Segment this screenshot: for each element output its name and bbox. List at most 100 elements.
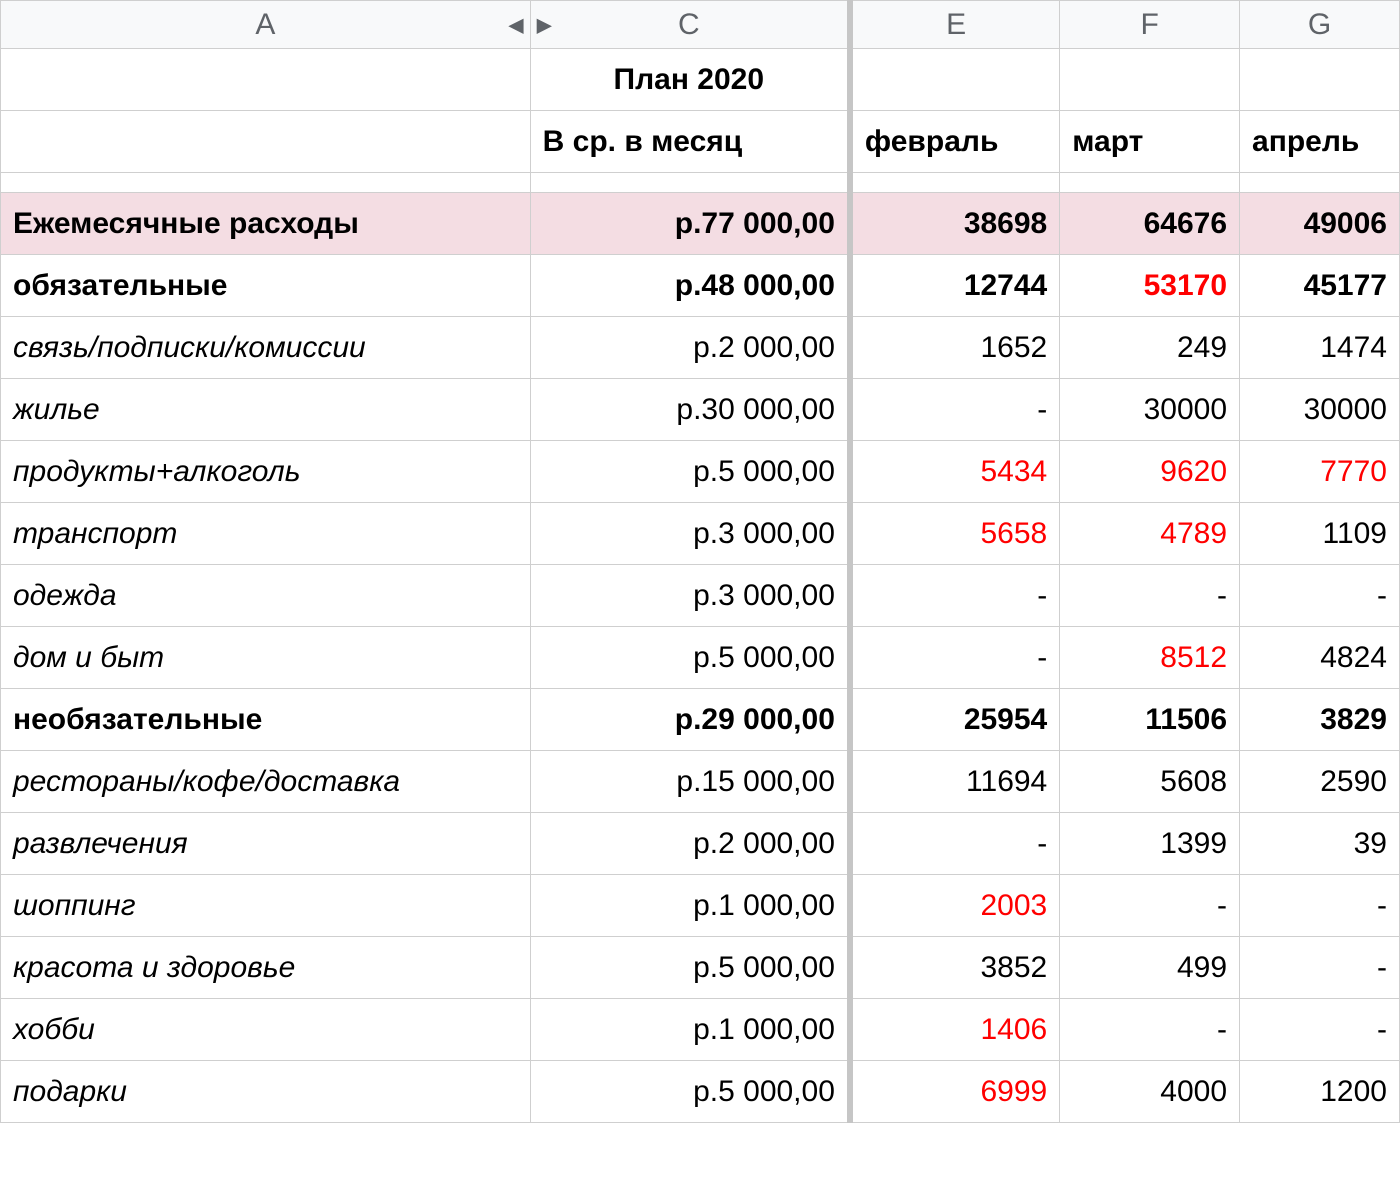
cell[interactable]: красота и здоровье [1, 937, 531, 999]
cell[interactable]: связь/подписки/комиссии [1, 317, 531, 379]
spreadsheet-grid[interactable]: A ◀ ▶ C E F G План 2020 В ср. в месяц фе… [0, 0, 1400, 1123]
cell[interactable]: р.5 000,00 [530, 937, 850, 999]
cell[interactable]: 3852 [850, 937, 1060, 999]
cell[interactable]: апрель [1240, 111, 1400, 173]
collapse-right-icon[interactable]: ▶ [537, 12, 552, 37]
cell[interactable]: 2003 [850, 875, 1060, 937]
cell[interactable]: 25954 [850, 689, 1060, 751]
cell[interactable]: 11506 [1060, 689, 1240, 751]
cell-value: 8512 [1060, 627, 1239, 688]
cell[interactable]: р.2 000,00 [530, 813, 850, 875]
cell[interactable]: р.77 000,00 [530, 193, 850, 255]
table-row: шоппингр.1 000,002003-- [1, 875, 1400, 937]
cell[interactable]: р.3 000,00 [530, 565, 850, 627]
cell[interactable]: р.5 000,00 [530, 627, 850, 689]
table-row: одеждар.3 000,00--- [1, 565, 1400, 627]
cell[interactable]: одежда [1, 565, 531, 627]
cell[interactable]: 30000 [1060, 379, 1240, 441]
cell[interactable]: р.30 000,00 [530, 379, 850, 441]
cell[interactable]: 1474 [1240, 317, 1400, 379]
cell[interactable]: 1109 [1240, 503, 1400, 565]
cell-value: транспорт [1, 503, 530, 564]
cell[interactable]: - [1240, 999, 1400, 1061]
col-header-g[interactable]: G [1240, 1, 1400, 49]
cell[interactable]: - [850, 379, 1060, 441]
cell[interactable]: В ср. в месяц [530, 111, 850, 173]
cell[interactable]: - [850, 565, 1060, 627]
cell-value: р.48 000,00 [531, 255, 847, 316]
cell[interactable]: 5658 [850, 503, 1060, 565]
cell[interactable]: 8512 [1060, 627, 1240, 689]
cell[interactable]: 38698 [850, 193, 1060, 255]
col-header-f[interactable]: F [1060, 1, 1240, 49]
cell[interactable]: р.1 000,00 [530, 875, 850, 937]
cell[interactable]: продукты+алкоголь [1, 441, 531, 503]
cell[interactable]: План 2020 [530, 49, 850, 111]
cell[interactable]: - [1240, 875, 1400, 937]
cell[interactable]: 4789 [1060, 503, 1240, 565]
cell[interactable]: 1652 [850, 317, 1060, 379]
cell[interactable]: 4000 [1060, 1061, 1240, 1123]
cell[interactable]: транспорт [1, 503, 531, 565]
cell[interactable]: - [1060, 875, 1240, 937]
cell[interactable]: - [850, 627, 1060, 689]
cell[interactable]: р.15 000,00 [530, 751, 850, 813]
cell[interactable]: дом и быт [1, 627, 531, 689]
cell[interactable]: 1200 [1240, 1061, 1400, 1123]
cell[interactable] [1, 111, 531, 173]
cell[interactable]: подарки [1, 1061, 531, 1123]
cell[interactable]: 49006 [1240, 193, 1400, 255]
cell[interactable] [1060, 49, 1240, 111]
cell[interactable] [1, 49, 531, 111]
cell[interactable]: необязательные [1, 689, 531, 751]
cell[interactable]: 2590 [1240, 751, 1400, 813]
cell[interactable]: - [1060, 999, 1240, 1061]
col-header-c[interactable]: ▶ C [530, 1, 850, 49]
cell[interactable]: 499 [1060, 937, 1240, 999]
cell-value: - [1060, 875, 1239, 936]
cell[interactable]: 64676 [1060, 193, 1240, 255]
cell[interactable]: 12744 [850, 255, 1060, 317]
cell[interactable]: - [1240, 565, 1400, 627]
cell[interactable]: р.3 000,00 [530, 503, 850, 565]
cell[interactable]: 249 [1060, 317, 1240, 379]
cell[interactable]: шоппинг [1, 875, 531, 937]
cell[interactable]: 1406 [850, 999, 1060, 1061]
cell[interactable]: обязательные [1, 255, 531, 317]
col-header-a[interactable]: A ◀ [1, 1, 531, 49]
cell[interactable]: 7770 [1240, 441, 1400, 503]
col-header-e[interactable]: E [850, 1, 1060, 49]
cell[interactable]: 3829 [1240, 689, 1400, 751]
cell[interactable]: р.48 000,00 [530, 255, 850, 317]
cell[interactable]: 11694 [850, 751, 1060, 813]
cell[interactable]: Ежемесячные расходы [1, 193, 531, 255]
cell[interactable]: март [1060, 111, 1240, 173]
cell[interactable]: - [1240, 937, 1400, 999]
cell[interactable]: р.29 000,00 [530, 689, 850, 751]
cell[interactable]: 6999 [850, 1061, 1060, 1123]
cell[interactable]: - [850, 813, 1060, 875]
cell[interactable]: февраль [850, 111, 1060, 173]
cell[interactable]: 9620 [1060, 441, 1240, 503]
cell[interactable] [850, 49, 1060, 111]
cell[interactable]: хобби [1, 999, 531, 1061]
cell[interactable]: 1399 [1060, 813, 1240, 875]
cell[interactable]: 30000 [1240, 379, 1400, 441]
column-header-row: A ◀ ▶ C E F G [1, 1, 1400, 49]
cell[interactable]: 5434 [850, 441, 1060, 503]
collapse-left-icon[interactable]: ◀ [508, 12, 523, 37]
cell[interactable]: 53170 [1060, 255, 1240, 317]
cell[interactable]: р.1 000,00 [530, 999, 850, 1061]
cell[interactable]: 4824 [1240, 627, 1400, 689]
cell[interactable]: 5608 [1060, 751, 1240, 813]
cell[interactable]: 39 [1240, 813, 1400, 875]
cell[interactable]: р.5 000,00 [530, 1061, 850, 1123]
cell[interactable]: - [1060, 565, 1240, 627]
cell[interactable]: 45177 [1240, 255, 1400, 317]
cell[interactable]: развлечения [1, 813, 531, 875]
cell[interactable]: жилье [1, 379, 531, 441]
cell[interactable]: рестораны/кофе/доставка [1, 751, 531, 813]
cell[interactable]: р.5 000,00 [530, 441, 850, 503]
cell[interactable]: р.2 000,00 [530, 317, 850, 379]
cell[interactable] [1240, 49, 1400, 111]
